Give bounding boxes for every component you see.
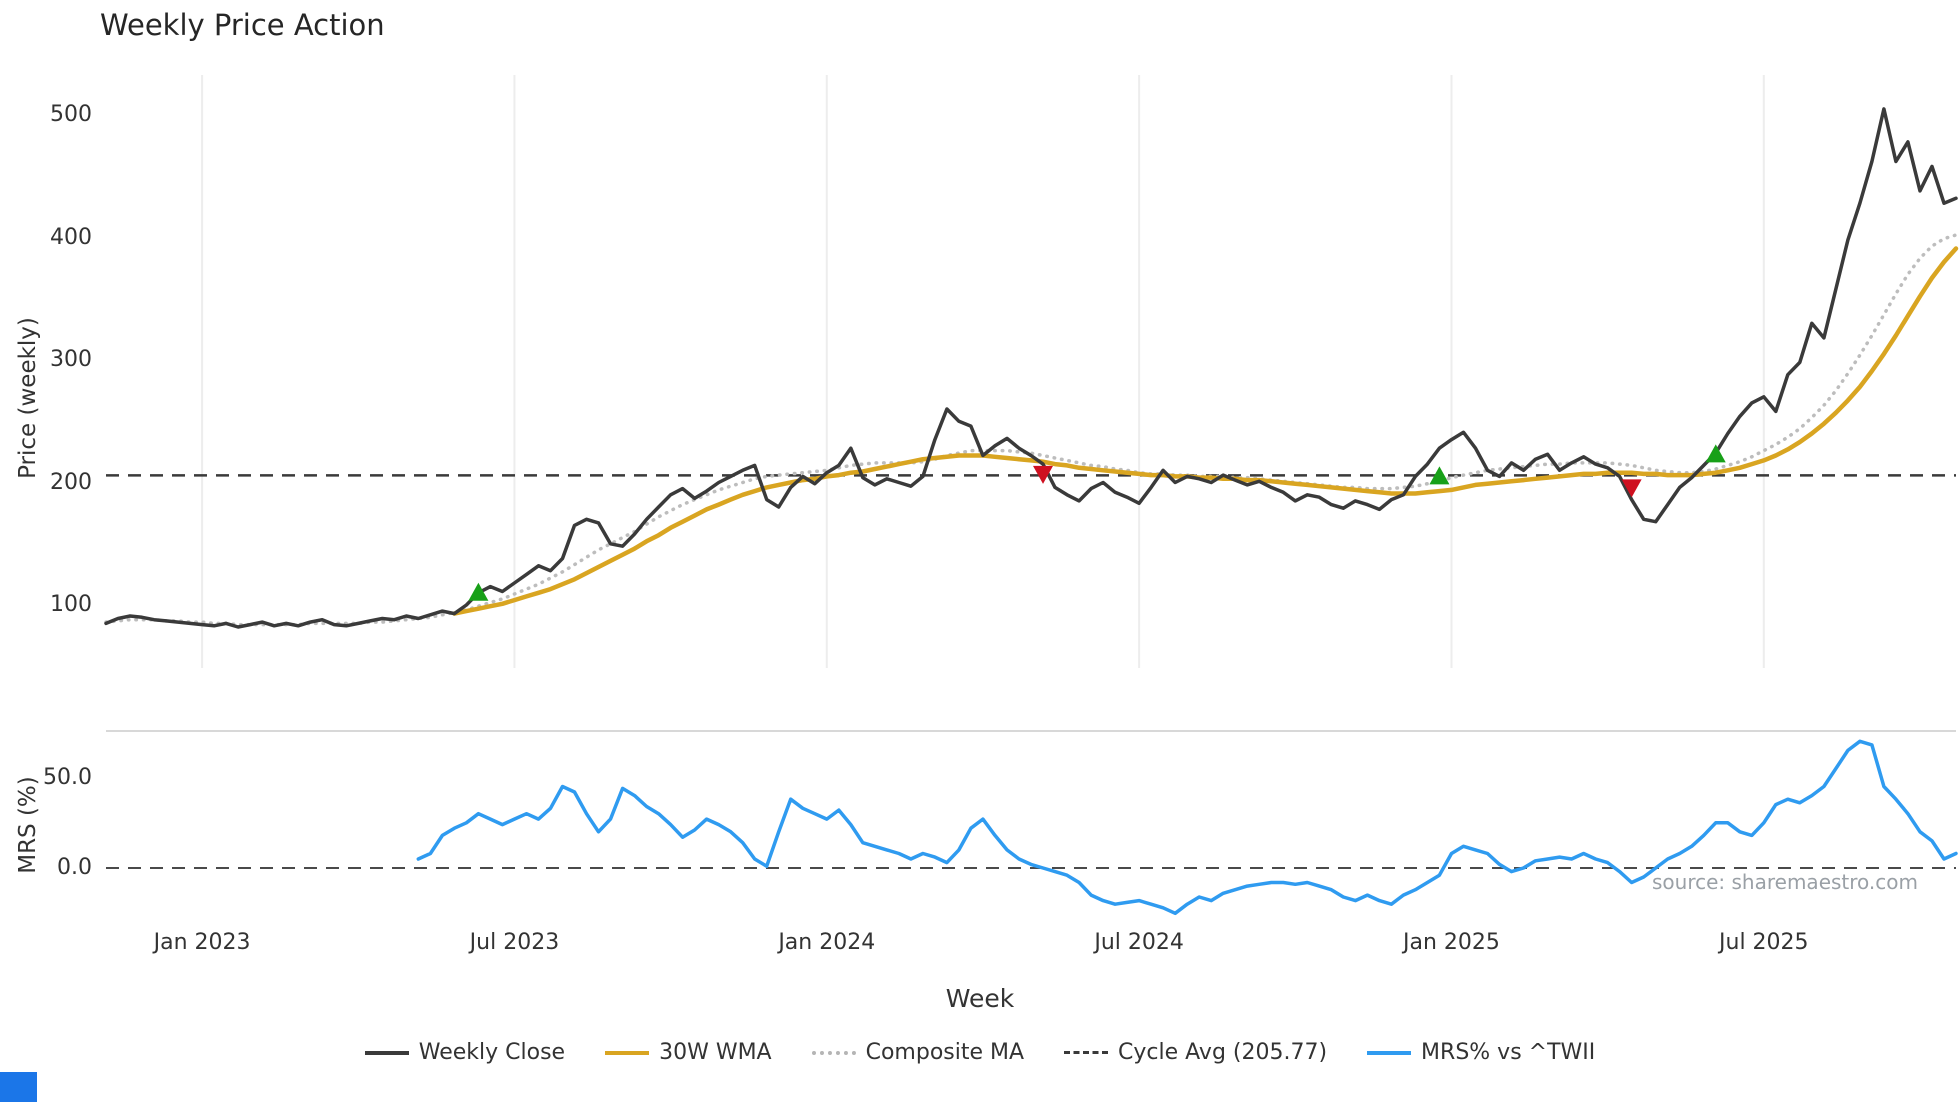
buy-signal-marker (1705, 444, 1726, 463)
legend-label: MRS% vs ^TWII (1421, 1040, 1596, 1065)
mrs-y-tick-label: 0.0 (57, 855, 92, 880)
chart-title: Weekly Price Action (100, 8, 385, 42)
price-axis-title: Price (weekly) (15, 317, 41, 479)
chart-legend: Weekly Close 30W WMA Composite MA Cycle Avg… (0, 1040, 1960, 1065)
legend-item-4: MRS% vs ^TWII (1367, 1040, 1595, 1065)
legend-item-3: Cycle Avg (205.77) (1064, 1040, 1327, 1065)
price-y-tick-label: 200 (50, 469, 92, 495)
legend-item-0: Weekly Close (364, 1040, 566, 1065)
x-tick-label: Jul 2024 (1094, 930, 1184, 955)
composite-ma-line (104, 233, 1958, 627)
x-tick-label: Jan 2023 (153, 930, 251, 955)
legend-line-sample-icon (1064, 1051, 1109, 1054)
mrs-line (416, 739, 1958, 916)
legend-item-1: 30W WMA (605, 1040, 772, 1065)
x-axis-title: Week (945, 984, 1015, 1013)
source-watermark: source: sharemaestro.com (1652, 870, 1918, 894)
legend-line-sample-icon (605, 1050, 650, 1055)
x-tick-label: Jul 2023 (469, 930, 560, 955)
legend-line-sample-icon (364, 1050, 409, 1055)
legend-item-2: Composite MA (811, 1040, 1025, 1065)
x-tick-label: Jul 2025 (1719, 930, 1809, 955)
mrs-y-tick-label: 50.0 (43, 764, 92, 790)
price-y-tick-label: 500 (50, 102, 92, 127)
price-y-tick-label: 300 (50, 347, 92, 372)
legend-label: 30W WMA (659, 1040, 772, 1065)
wma-line (452, 246, 1959, 616)
x-tick-label: Jan 2024 (778, 930, 876, 955)
legend-line-sample-icon (811, 1050, 856, 1055)
price-y-tick-label: 400 (50, 224, 92, 250)
buy-signal-marker (1429, 466, 1450, 485)
legend-line-sample-icon (1367, 1050, 1412, 1055)
legend-label: Weekly Close (418, 1040, 566, 1065)
price-y-tick-label: 100 (50, 592, 92, 617)
legend-label: Composite MA (865, 1040, 1025, 1065)
weekly-close-line (104, 107, 1958, 629)
legend-label: Cycle Avg (205.77) (1118, 1040, 1328, 1065)
x-tick-label: Jan 2025 (1403, 930, 1500, 955)
buy-signal-marker (468, 582, 489, 601)
sell-signal-marker (1033, 465, 1054, 484)
sell-signal-marker (1621, 479, 1642, 498)
corner-blue-badge (0, 1072, 37, 1102)
